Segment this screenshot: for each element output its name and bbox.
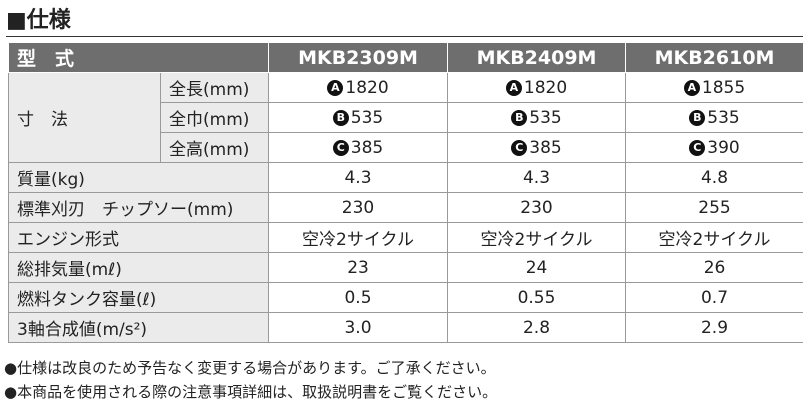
badge: B — [689, 109, 706, 126]
badge: C — [689, 139, 706, 156]
cell-value: 535 — [529, 107, 562, 128]
spec-row: 燃料タンク容量(ℓ) 0.5 0.55 0.7 — [7, 282, 803, 313]
cell: 2.8 — [447, 312, 627, 343]
table-body: 型 式 MKB2309M MKB2409M MKB2610M 寸 法全長(mm) A 182… — [7, 42, 803, 343]
cell: 4.3 — [268, 162, 449, 193]
row-sublabel: 全巾(mm) — [159, 102, 270, 133]
cell: C 385 — [447, 132, 627, 163]
cell-value: 535 — [707, 107, 740, 128]
cell: 230 — [447, 192, 627, 223]
cell: A 1855 — [625, 72, 803, 103]
cell: 0.55 — [447, 282, 627, 313]
cell: C 385 — [268, 132, 449, 163]
badge: C — [511, 139, 528, 156]
cell: 24 — [447, 252, 627, 283]
spec-row: 3軸合成値(m/s²) 3.0 2.8 2.9 — [7, 312, 803, 343]
cell: B 535 — [447, 102, 627, 133]
cell: 230 — [268, 192, 449, 223]
row-sublabel: 全長(mm) — [159, 72, 270, 103]
cell: B 535 — [268, 102, 449, 133]
row-sublabel: 全高(mm) — [159, 132, 270, 163]
title: ■仕様 — [6, 8, 71, 33]
cell-value: 390 — [707, 137, 740, 158]
cell: A 1820 — [268, 72, 449, 103]
column-header: MKB2309M — [268, 42, 449, 73]
column-header: MKB2610M — [625, 42, 803, 73]
badge: B — [511, 109, 528, 126]
cell-value: 1855 — [701, 77, 746, 98]
cell: 空冷2サイクル — [447, 222, 627, 253]
cell-value: 1820 — [345, 77, 389, 98]
cell: 3.0 — [268, 312, 449, 343]
row-label: 燃料タンク容量(ℓ) — [7, 282, 270, 313]
cell-value: 1820 — [523, 77, 568, 98]
cell: 2.9 — [625, 312, 803, 343]
dimension-row: 寸 法全長(mm) A 1820 A 1820 A 1855 — [8, 72, 803, 163]
cell-value: 385 — [529, 137, 562, 158]
row-label: 総排気量(mℓ) — [7, 252, 270, 283]
cell: 空冷2サイクル — [268, 222, 449, 253]
cell: 4.3 — [447, 162, 627, 193]
badge: A — [683, 79, 700, 96]
cell: C 390 — [625, 132, 803, 163]
cell: 空冷2サイクル — [625, 222, 803, 253]
cell: 23 — [268, 252, 449, 283]
cell-value: 535 — [350, 107, 384, 128]
spec-row: 総排気量(mℓ) 23 24 26 — [7, 252, 803, 283]
column-header: MKB2409M — [447, 42, 627, 73]
spec-table: 型 式 MKB2309M MKB2409M MKB2610M 寸 法全長(mm) A 182… — [7, 42, 803, 343]
cell-value: 385 — [350, 137, 384, 158]
badge: C — [332, 139, 349, 156]
badge: A — [327, 79, 344, 96]
badge: A — [505, 79, 522, 96]
row-label: エンジン形式 — [7, 222, 270, 253]
row-label: 標準刈刃 チップソー(mm) — [7, 192, 270, 223]
cell: 255 — [625, 192, 803, 223]
note: ●本商品を使用される際の注意事項詳細は、取扱説明書をご覧ください。 — [4, 383, 498, 401]
spec-row: 標準刈刃 チップソー(mm) 230 230 255 — [7, 192, 803, 223]
spec-row: 質量(kg) 4.3 4.3 4.8 — [7, 162, 803, 193]
cell: 0.7 — [625, 282, 803, 313]
spec-row: エンジン形式 空冷2サイクル 空冷2サイクル 空冷2サイクル — [7, 222, 803, 253]
row-label: 3軸合成値(m/s²) — [7, 312, 270, 343]
cell: 0.5 — [268, 282, 449, 313]
header-row: 型 式 MKB2309M MKB2409M MKB2610M — [7, 42, 803, 73]
row-group-label: 寸 法 — [8, 72, 161, 163]
dimension-row: 全巾(mm) B 535 B 535 B 535 — [9, 102, 803, 133]
cell: A 1820 — [447, 72, 627, 103]
row-label: 質量(kg) — [7, 162, 270, 193]
cell: 26 — [625, 252, 803, 283]
badge: B — [332, 109, 349, 126]
cell: 4.8 — [625, 162, 803, 193]
dimension-row: 全高(mm) C 385 C 385 C 390 — [9, 132, 803, 163]
column-header: 型 式 — [7, 42, 270, 73]
cell: B 535 — [625, 102, 803, 133]
title-rule — [6, 36, 803, 37]
note: ●仕様は改良のため予告なく変更する場合があります。ご了承ください。 — [4, 359, 496, 377]
